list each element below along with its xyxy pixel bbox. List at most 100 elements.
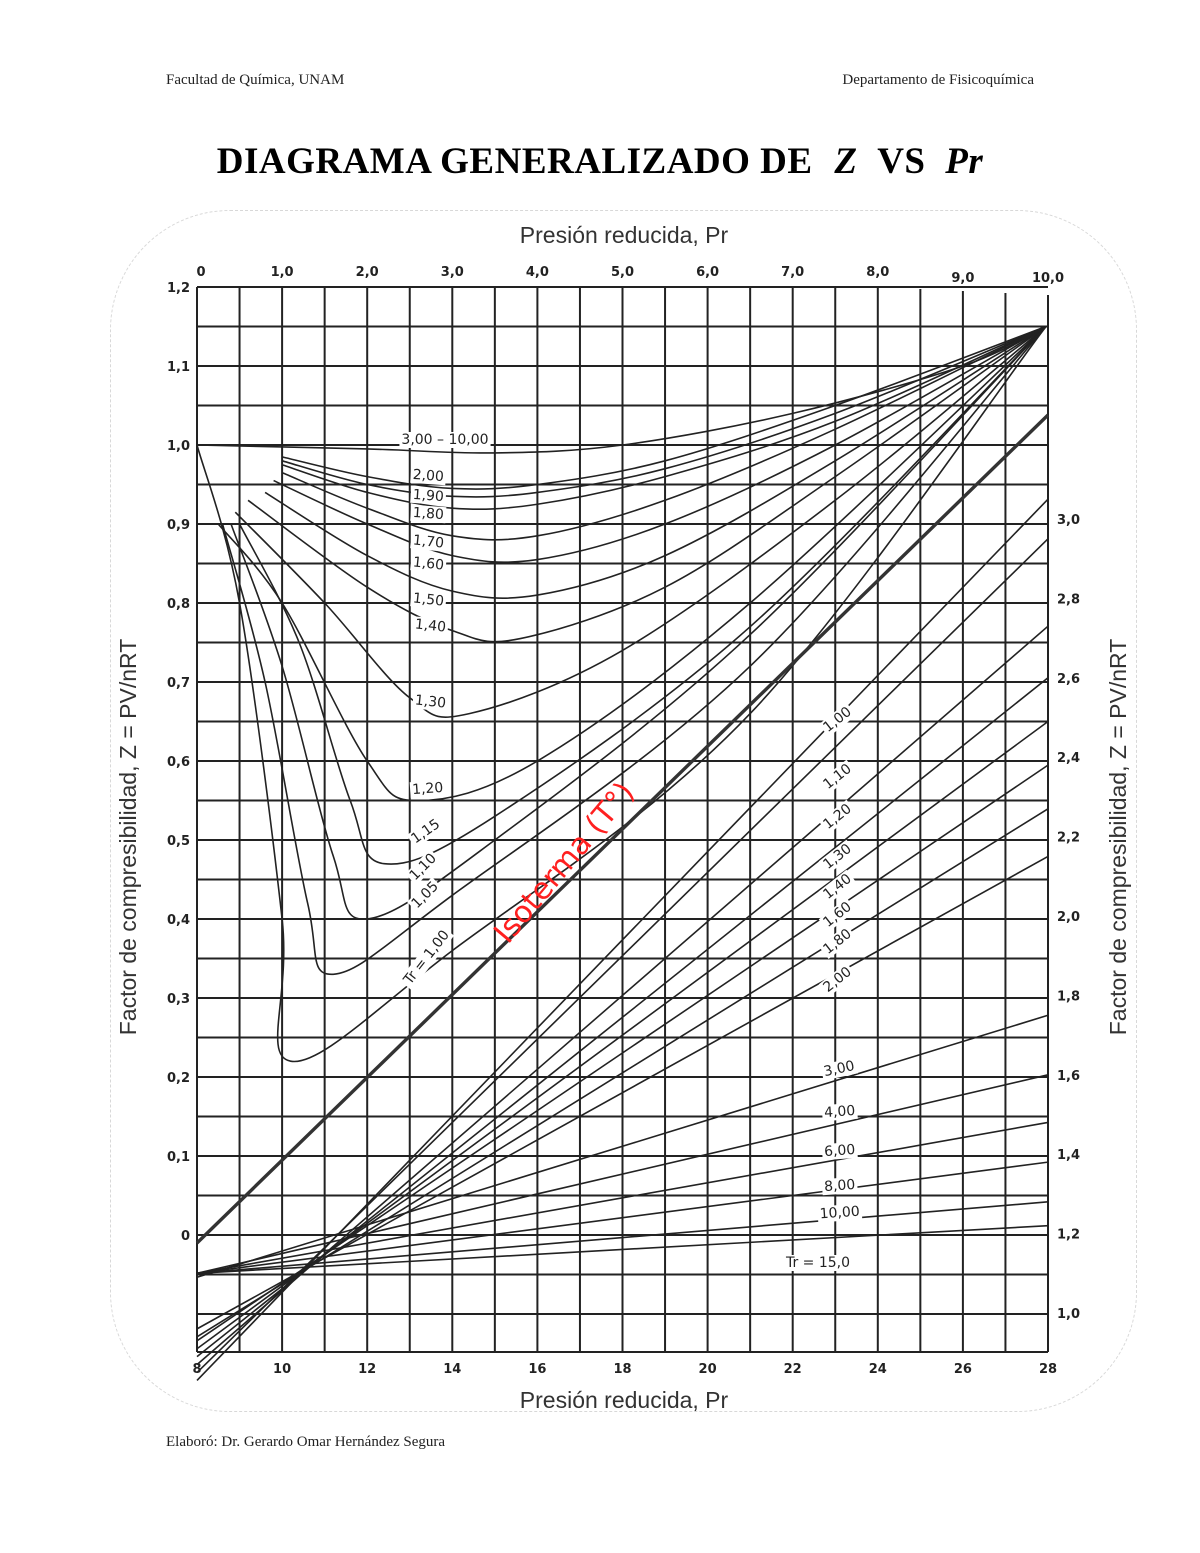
chart-curves <box>195 325 1050 1382</box>
isotherm-curve-low <box>281 325 1047 498</box>
curve-label: 1,70 <box>412 532 445 551</box>
right-tick-label: 2,8 <box>1057 592 1080 607</box>
bottom-tick-label: 16 <box>528 1362 546 1377</box>
isotherm-line-high <box>196 1224 1049 1275</box>
curve-label-bg <box>818 962 857 997</box>
curve-label: 2,00 <box>412 467 444 485</box>
left-tick-label: 0,6 <box>167 755 190 770</box>
top-tick-label: 7,0 <box>781 265 804 280</box>
bottom-tick-label: 18 <box>613 1362 631 1377</box>
curve-label-bg <box>820 1057 859 1081</box>
isotherm-curve-low <box>247 325 1047 643</box>
isotherm-line-high <box>196 1014 1049 1279</box>
bottom-tick-label: 28 <box>1039 1362 1057 1377</box>
top-tick-label: 3,0 <box>441 265 464 280</box>
isotherm-line-high <box>196 1074 1049 1275</box>
right-tick-label: 3,0 <box>1057 513 1080 528</box>
top-axis-label: Presión reducida, Pr <box>520 222 729 248</box>
header-left: Facultad de Química, UNAM <box>166 72 345 88</box>
top-tick-label: 9,0 <box>951 271 974 286</box>
left-tick-label: 1,2 <box>167 281 190 296</box>
chart-ticks: 0 1,0 2,0 3,0 4,0 5,0 6,0 7,0 8,0 9,0 10,0 8 10 12 14 1… <box>167 265 1080 1377</box>
curve-label: 3,00 – 10,00 <box>401 432 488 448</box>
bottom-tick-label: 26 <box>954 1362 972 1377</box>
left-tick-label: 0,1 <box>167 1150 190 1165</box>
right-tick-label: 1,2 <box>1057 1228 1080 1243</box>
bottom-tick-label: 14 <box>443 1362 461 1377</box>
left-tick-label: 0,3 <box>167 992 190 1007</box>
top-tick-label: 4,0 <box>526 265 549 280</box>
chart-grid <box>196 286 1049 1353</box>
curve-label-bg <box>399 432 491 448</box>
header-right: Departamento de Fisicoquímica <box>842 72 1034 88</box>
curve-label-bg <box>412 616 449 636</box>
bottom-tick-label: 24 <box>869 1362 887 1377</box>
right-tick-label: 2,6 <box>1057 672 1080 687</box>
isotherm-line-high <box>196 764 1049 1342</box>
curve-label-bg <box>410 466 447 486</box>
left-tick-label: 0 <box>181 1229 190 1244</box>
left-tick-label: 0,4 <box>167 913 190 928</box>
curve-label-bg <box>818 799 857 834</box>
curve-label: 1,90 <box>412 487 444 505</box>
curve-label-bg <box>410 504 447 524</box>
top-tick-label: 2,0 <box>356 265 379 280</box>
curve-label-bg <box>821 1102 858 1122</box>
isotherm-curve-low <box>238 325 1047 865</box>
isotherm-line <box>195 413 1050 1245</box>
bottom-tick-label: 10 <box>273 1362 291 1377</box>
curve-label-bg <box>412 692 449 712</box>
chart-frame <box>110 210 1137 1412</box>
isotherm-curve-low <box>221 325 1047 976</box>
left-tick-label: 0,2 <box>167 1071 190 1086</box>
curve-label-bg <box>818 759 857 794</box>
isotherm-curve-low <box>264 325 1047 599</box>
curve-label: 1,40 <box>414 616 447 635</box>
curve-label-bg <box>782 1255 853 1271</box>
isotherm-line-high <box>196 1201 1049 1275</box>
right-tick-label: 1,0 <box>1057 1307 1080 1322</box>
left-tick-label: 0,5 <box>167 834 190 849</box>
curve-label-bg <box>818 897 857 932</box>
isotherm-curve-low <box>196 325 1047 454</box>
page-title: DIAGRAMA GENERALIZADO DE Z VS Pr <box>0 140 1200 183</box>
curve-label: Tr = 15,0 <box>785 1255 850 1271</box>
title-pr: Pr <box>945 141 984 182</box>
curve-label-bg <box>818 702 857 737</box>
top-tick-label: 5,0 <box>611 265 634 280</box>
isotherm-curve-low <box>217 325 1047 802</box>
curve-label: 1,60 <box>412 554 445 573</box>
left-tick-label: 1,0 <box>167 439 190 454</box>
isotherm-curve-low <box>281 325 1047 541</box>
left-tick-label: 0,8 <box>167 597 190 612</box>
curve-label: 1,80 <box>412 505 444 523</box>
isotherm-curve-low <box>196 326 1047 1063</box>
curve-label: 8,00 <box>824 1177 856 1195</box>
curve-label: 10,00 <box>819 1204 860 1223</box>
isotherm-line-high <box>196 1121 1049 1275</box>
curve-label-bg <box>818 924 857 959</box>
footer-credit: Elaboró: Dr. Gerardo Omar Hernández Segu… <box>166 1434 446 1450</box>
bottom-tick-label: 22 <box>784 1362 802 1377</box>
title-vs: VS <box>877 141 926 182</box>
curve-label-bg <box>818 869 857 904</box>
curve-label-bg <box>405 849 442 886</box>
curve-label-bg <box>398 925 455 991</box>
curve-label-bg <box>410 486 447 506</box>
bottom-tick-label: 20 <box>699 1362 717 1377</box>
right-tick-label: 1,4 <box>1057 1148 1080 1163</box>
isotherm-curve-low <box>281 325 1047 490</box>
isotherm-curve-low <box>230 325 1047 920</box>
isotherm-curve-low <box>281 325 1047 511</box>
curve-label: 4,00 <box>824 1103 856 1121</box>
top-tick-label: 8,0 <box>866 265 889 280</box>
isotherm-line-high <box>196 855 1049 1330</box>
isotherm-curve-low <box>234 325 1047 718</box>
curve-label: 1,30 <box>414 692 447 711</box>
left-tick-label: 1,1 <box>167 360 190 375</box>
curve-label-bg <box>821 1176 858 1196</box>
bottom-axis-label: Presión reducida, Pr <box>520 1387 729 1413</box>
isotherm-annotation: Isoterma (T°) <box>487 775 642 950</box>
top-tick-label: 1,0 <box>271 265 294 280</box>
top-tick-label: 0 <box>196 265 205 280</box>
